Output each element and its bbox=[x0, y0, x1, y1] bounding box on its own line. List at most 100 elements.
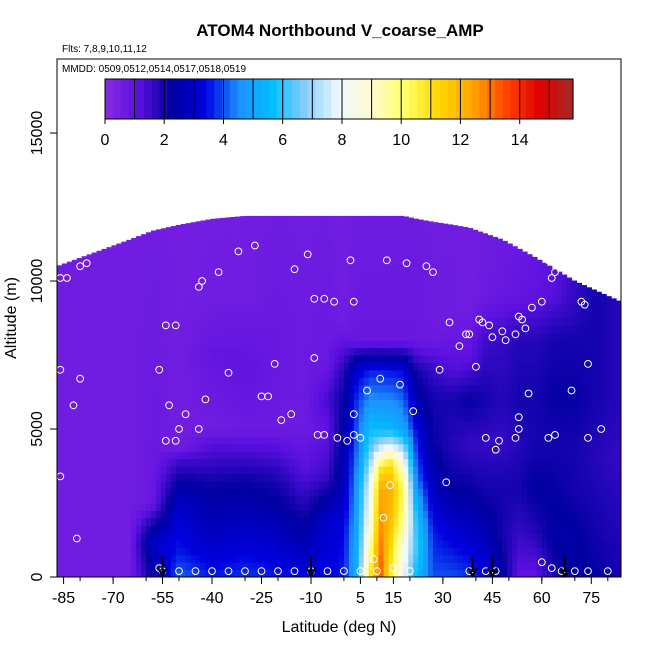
heatmap-cell bbox=[334, 369, 340, 378]
heatmap-cell bbox=[507, 295, 513, 304]
heatmap-cell bbox=[343, 384, 350, 393]
heatmap-cell bbox=[151, 406, 157, 415]
heatmap-cell bbox=[324, 443, 330, 452]
heatmap-cell bbox=[546, 355, 553, 363]
heatmap-cell bbox=[141, 234, 147, 238]
heatmap-cell bbox=[428, 488, 434, 497]
heatmap-cell bbox=[447, 236, 454, 245]
heatmap-cell bbox=[527, 295, 533, 304]
heatmap-cell bbox=[230, 273, 236, 282]
heatmap-cell bbox=[343, 221, 350, 230]
heatmap-cell bbox=[190, 406, 197, 415]
heatmap-cell bbox=[497, 547, 503, 556]
heatmap-cell bbox=[497, 310, 503, 319]
heatmap-cell bbox=[477, 310, 484, 319]
heatmap-cell bbox=[541, 480, 548, 489]
heatmap-cell bbox=[512, 569, 518, 577]
heatmap-cell bbox=[472, 399, 479, 408]
heatmap-cell bbox=[428, 547, 434, 556]
heatmap-cell bbox=[339, 451, 345, 460]
heatmap-cell bbox=[472, 392, 479, 400]
heatmap-cell bbox=[482, 273, 489, 282]
heatmap-cell bbox=[373, 340, 380, 349]
heatmap-cell bbox=[329, 554, 335, 563]
heatmap-cell bbox=[195, 355, 202, 363]
heatmap-cell bbox=[294, 488, 301, 497]
heatmap-cell bbox=[210, 414, 216, 423]
heatmap-cell bbox=[160, 295, 167, 304]
heatmap-cell bbox=[151, 347, 157, 356]
heatmap-cell bbox=[408, 466, 414, 474]
heatmap-cell bbox=[264, 215, 271, 223]
heatmap-cell bbox=[437, 495, 444, 504]
heatmap-cell bbox=[106, 325, 113, 334]
heatmap-cell bbox=[437, 281, 444, 289]
heatmap-cell bbox=[378, 525, 385, 534]
heatmap-cell bbox=[279, 392, 286, 400]
heatmap-cell bbox=[408, 495, 414, 504]
heatmap-cell bbox=[482, 480, 489, 489]
heatmap-cell bbox=[71, 259, 78, 267]
heatmap-cell bbox=[185, 547, 192, 556]
heatmap-cell bbox=[225, 369, 231, 378]
heatmap-cell bbox=[492, 488, 498, 497]
heatmap-cell bbox=[170, 303, 177, 312]
heatmap-cell bbox=[101, 251, 108, 260]
heatmap-cell bbox=[91, 266, 98, 275]
heatmap-cell bbox=[71, 369, 78, 378]
heatmap-cell bbox=[403, 229, 409, 238]
heatmap-cell bbox=[388, 414, 395, 423]
heatmap-cell bbox=[195, 473, 202, 482]
heatmap-cell bbox=[284, 251, 291, 260]
heatmap-cell bbox=[304, 436, 310, 445]
heatmap-cell bbox=[245, 325, 251, 334]
heatmap-cell bbox=[106, 429, 113, 437]
heatmap-cell bbox=[230, 421, 236, 430]
heatmap-cell bbox=[304, 562, 310, 571]
heatmap-cell bbox=[190, 369, 197, 378]
heatmap-cell bbox=[556, 473, 563, 482]
heatmap-cell bbox=[210, 221, 216, 230]
heatmap-cell bbox=[195, 406, 202, 415]
heatmap-cell bbox=[155, 369, 162, 378]
heatmap-cell bbox=[413, 332, 419, 341]
heatmap-cell bbox=[284, 488, 291, 497]
heatmap-cell bbox=[358, 532, 365, 541]
heatmap-cell bbox=[343, 215, 350, 223]
heatmap-cell bbox=[428, 480, 434, 489]
heatmap-cell bbox=[57, 517, 63, 526]
heatmap-cell bbox=[309, 266, 315, 275]
heatmap-cell bbox=[235, 288, 241, 297]
heatmap-cell bbox=[131, 517, 137, 526]
heatmap-cell bbox=[482, 429, 489, 437]
heatmap-cell bbox=[274, 540, 281, 548]
heatmap-cell bbox=[116, 266, 122, 275]
heatmap-cell bbox=[437, 488, 444, 497]
heatmap-cell bbox=[546, 540, 553, 548]
heatmap-cell bbox=[66, 318, 73, 326]
heatmap-cell bbox=[497, 273, 503, 282]
heatmap-cell bbox=[200, 251, 207, 260]
heatmap-cell bbox=[418, 473, 424, 482]
heatmap-cell bbox=[413, 377, 419, 386]
heatmap-cell bbox=[259, 429, 266, 437]
heatmap-cell bbox=[205, 436, 211, 445]
heatmap-cell bbox=[91, 547, 98, 556]
heatmap-cell bbox=[225, 392, 231, 400]
heatmap-cell bbox=[512, 355, 518, 363]
heatmap-cell bbox=[116, 406, 122, 415]
heatmap-cell bbox=[492, 332, 498, 341]
heatmap-cell bbox=[76, 288, 83, 297]
heatmap-cell bbox=[373, 525, 380, 534]
heatmap-cell bbox=[492, 325, 498, 334]
heatmap-cell bbox=[482, 369, 489, 378]
heatmap-cell bbox=[541, 458, 548, 467]
heatmap-cell bbox=[215, 554, 221, 563]
heatmap-cell bbox=[259, 377, 266, 386]
heatmap-cell bbox=[418, 251, 424, 260]
heatmap-cell bbox=[467, 399, 474, 408]
heatmap-cell bbox=[536, 295, 543, 304]
heatmap-cell bbox=[304, 258, 310, 267]
heatmap-cell bbox=[502, 443, 508, 452]
heatmap-field bbox=[57, 215, 621, 577]
